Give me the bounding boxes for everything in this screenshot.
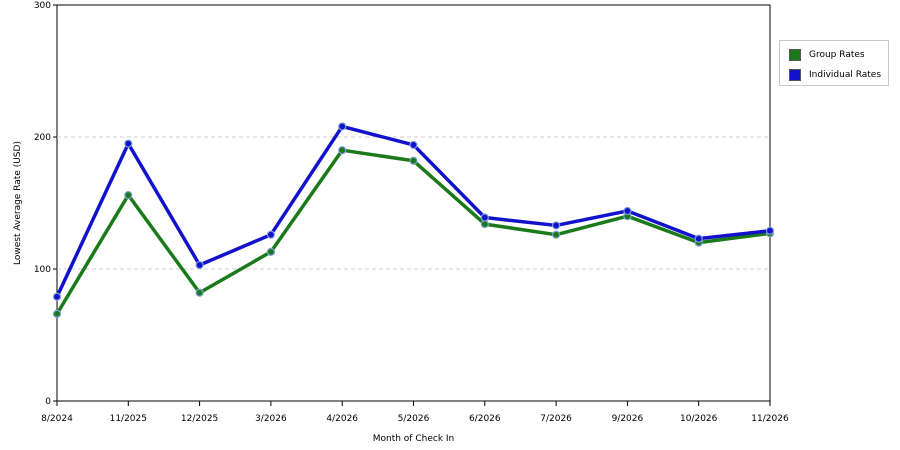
legend-swatch-0 xyxy=(789,49,801,61)
x-tick-label-1: 11/2025 xyxy=(110,414,147,424)
x-tick-label-3: 3/2026 xyxy=(255,414,287,424)
series-1-point-10 xyxy=(765,226,775,235)
series-1-point-5 xyxy=(409,140,418,150)
legend-item-0: Group Rates xyxy=(789,48,865,62)
y-tick-label-2: 200 xyxy=(34,133,51,143)
series-1-point-0 xyxy=(52,292,62,301)
y-axis-title: Lowest Average Rate (USD) xyxy=(13,141,23,265)
x-tick-label-7: 7/2026 xyxy=(540,414,572,424)
series-0-point-2 xyxy=(195,288,204,297)
y-tick-label-3: 300 xyxy=(34,1,51,11)
series-1-point-6 xyxy=(480,213,489,222)
series-0-point-3 xyxy=(266,247,275,256)
series-0-point-0 xyxy=(52,309,62,318)
x-tick-label-0: 8/2024 xyxy=(41,414,73,424)
legend-swatch-1 xyxy=(789,69,801,81)
x-tick-label-8: 9/2026 xyxy=(612,414,644,424)
series-0-point-6 xyxy=(480,220,489,229)
y-tick-label-0: 0 xyxy=(45,397,51,407)
series-1-point-8 xyxy=(623,206,632,216)
x-tick-label-2: 12/2025 xyxy=(181,414,218,424)
series-0-point-1 xyxy=(124,190,133,200)
legend-label-1: Individual Rates xyxy=(809,70,882,80)
plot-area xyxy=(56,4,771,402)
series-1-point-3 xyxy=(266,230,275,239)
series-1-point-1 xyxy=(124,139,133,148)
series-1-point-9 xyxy=(694,234,703,243)
series-1-point-2 xyxy=(195,260,204,270)
series-1-point-7 xyxy=(551,221,561,230)
series-0-point-5 xyxy=(409,156,418,165)
series-0-point-7 xyxy=(551,230,561,239)
x-axis-title: Month of Check In xyxy=(373,434,455,444)
x-tick-label-6: 6/2026 xyxy=(469,414,501,424)
legend-label-0: Group Rates xyxy=(809,50,865,60)
x-tick-label-10: 11/2026 xyxy=(751,414,789,424)
series-0-point-4 xyxy=(338,146,347,155)
x-tick-label-5: 5/2026 xyxy=(398,414,430,424)
chart-legend: Group Rates Individual Rates xyxy=(779,40,889,86)
y-tick-label-1: 100 xyxy=(34,265,51,275)
legend-item-1: Individual Rates xyxy=(789,68,881,82)
x-tick-label-4: 4/2026 xyxy=(326,414,358,424)
series-1-point-4 xyxy=(338,122,347,131)
x-tick-label-9: 10/2026 xyxy=(680,414,718,424)
